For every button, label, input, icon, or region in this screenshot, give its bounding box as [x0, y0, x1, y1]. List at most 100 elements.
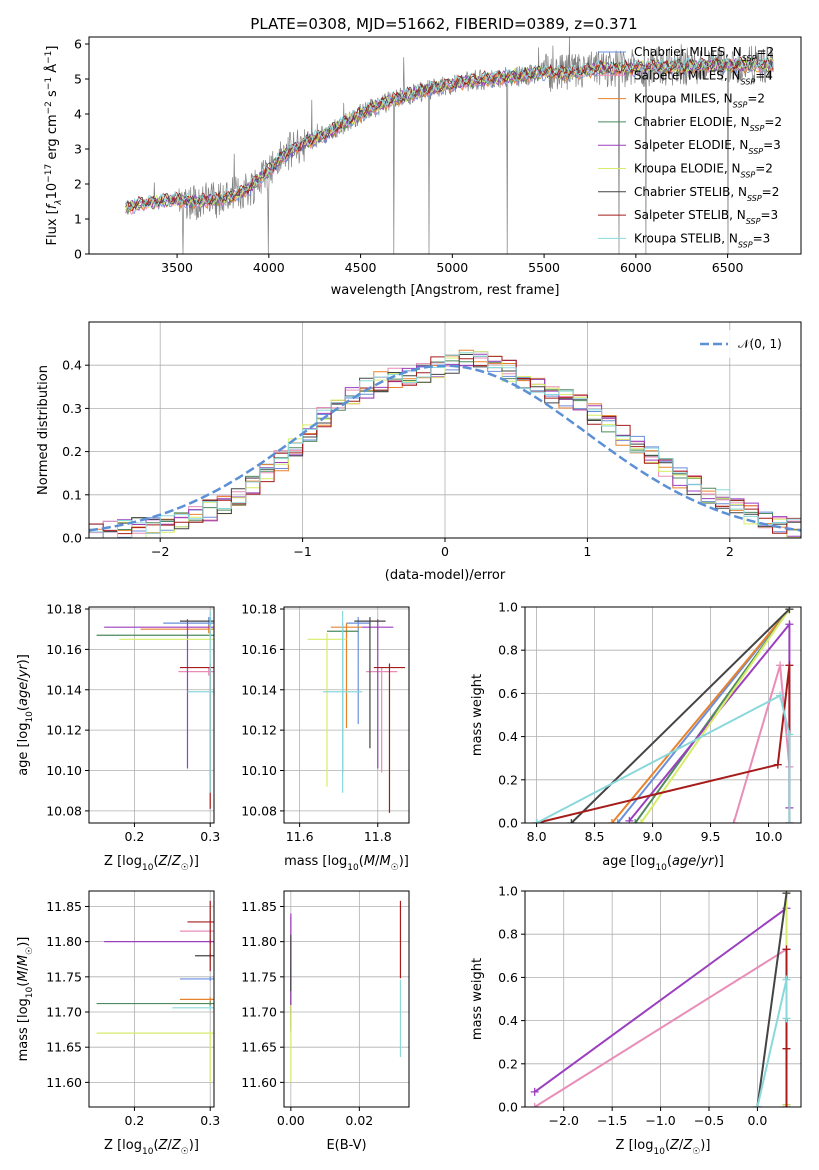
y-tick-label: 11.80: [46, 934, 82, 949]
axes-frame: [283, 606, 410, 824]
x-tick-label: −1: [293, 544, 311, 559]
legend-label: 𝒩(0, 1): [738, 337, 782, 351]
mass-weight-vs-age-panel: 8.0 8.5 9.0 9.5 10.0 0.0 0.2 0.4 0.6 0.8 1.0 mass w…: [470, 600, 802, 873]
x-tick-label: 9.0: [643, 829, 663, 844]
weight-line: [611, 608, 791, 823]
y-tick-label: 11.80: [241, 934, 277, 949]
weight-line: [534, 948, 788, 1107]
x-tick-label: 11.6: [286, 829, 314, 844]
weight-line: [756, 893, 788, 1107]
y-tick-label: 0.2: [62, 444, 82, 459]
data-point-salpeter-elodie: [362, 619, 394, 769]
legend-label: Chabrier MILES, NSSP=2: [634, 45, 774, 63]
y-tick-label: 10.12: [46, 723, 82, 738]
y-tick-label: 1: [74, 212, 82, 227]
data-point-kroupa-stelib: [187, 611, 214, 793]
axes-frame: [88, 321, 802, 539]
weight-series-chabrier-miles: [613, 607, 794, 823]
weight-marker: [776, 691, 785, 700]
x-tick-label: 5000: [436, 260, 468, 275]
y-tick-label: 10.10: [46, 763, 82, 778]
legend-label: Kroupa ELODIE, NSSP=2: [634, 162, 773, 180]
weight-marker: [782, 891, 791, 898]
x-tick-label: −0.5: [694, 1113, 724, 1128]
y-axis-label: Normed distribution: [36, 365, 51, 495]
y-axis-label: mass [log10(M/M☉)]: [16, 937, 35, 1062]
data-point-chabrier-elodie: [96, 1001, 214, 1006]
legend-label: Kroupa STELIB, NSSP=3: [634, 231, 770, 249]
weight-marker: [785, 661, 794, 670]
weight-marker: [530, 1087, 539, 1096]
y-tick-label: 11.60: [46, 1075, 82, 1090]
y-tick-label: 0.6: [498, 686, 518, 701]
data-point-kroupa-stelib: [172, 1005, 214, 1010]
axes-frame: [524, 606, 802, 824]
figure-title: PLATE=0308, MJD=51662, FIBERID=0389, z=0…: [250, 15, 637, 33]
y-axis-label: mass weight: [470, 958, 485, 1040]
weight-marker: [785, 730, 794, 739]
weight-marker: [530, 1103, 539, 1107]
x-tick-label: 8.0: [527, 829, 547, 844]
x-tick-label: 10.0: [755, 829, 783, 844]
weight-line: [570, 608, 791, 823]
y-tick-label: 11.85: [46, 899, 82, 914]
model-spectrum-kroupa-stelib: [125, 55, 774, 211]
mass-vs-extinction-panel: 0.00 0.02 11.60 11.65 11.70 11.75 11.80 11.85 E(…: [241, 890, 410, 1153]
data-point-chabrier-miles: [179, 976, 214, 982]
weight-line: [640, 608, 791, 823]
y-tick-label: 3: [74, 142, 82, 157]
y-tick-label: 0.0: [62, 531, 82, 546]
y-tick-label: 0.0: [498, 816, 518, 831]
weight-marker: [776, 661, 785, 670]
x-tick-label: 0.00: [277, 1113, 305, 1128]
x-tick-label: 6500: [712, 260, 744, 275]
axes-frame: [88, 890, 215, 1108]
data-point-kroupa-elodie: [96, 1031, 214, 1083]
x-tick-label: 3500: [161, 260, 193, 275]
histogram-kroupa-stelib: [89, 352, 801, 538]
x-axis-label: wavelength [Angstrom, rest frame]: [331, 283, 560, 298]
y-tick-label: 11.70: [46, 1005, 82, 1020]
x-tick-label: 8.5: [585, 829, 605, 844]
data-point-salpeter-stelib: [373, 663, 406, 813]
x-tick-label: −2: [151, 544, 169, 559]
weight-marker: [636, 819, 645, 823]
y-tick-label: 11.75: [46, 969, 82, 984]
y-tick-label: 2: [74, 177, 82, 192]
x-tick-label: −1.0: [645, 1113, 675, 1128]
data-point-chabrier-miles: [346, 617, 370, 725]
x-tick-label: 0: [441, 544, 449, 559]
weight-marker: [613, 819, 622, 823]
data-point-chabrier-stelib: [354, 617, 386, 749]
y-tick-label: 11.60: [241, 1075, 277, 1090]
data-point-salpeter-elodie: [104, 619, 214, 769]
x-tick-label: 6000: [620, 260, 652, 275]
x-tick-label: 0.2: [125, 829, 145, 844]
x-axis-label: (data-model)/error: [385, 568, 506, 583]
x-tick-label: 9.5: [701, 829, 721, 844]
y-tick-label: 0.4: [498, 1013, 518, 1028]
y-tick-label: 0.4: [62, 358, 82, 373]
x-axis-label: mass [log10(M/M☉)]: [284, 854, 409, 873]
weight-series-salpeter-stelib: [782, 945, 791, 1107]
y-axis-label: mass weight: [470, 674, 485, 756]
y-tick-label: 10.08: [241, 803, 277, 818]
age-vs-metallicity-panel: 0.2 0.3 10.08 10.10 10.12 10.14 10.16 10.18 Z [l…: [16, 602, 220, 873]
data-point-kroupa-miles: [330, 623, 363, 729]
y-tick-label: 11.70: [241, 1005, 277, 1020]
data-point-salpeter-miles: [366, 667, 398, 773]
y-tick-label: 0.6: [498, 970, 518, 985]
y-tick-label: 11.75: [241, 969, 277, 984]
weight-series-kroupa-stelib: [753, 975, 791, 1107]
y-tick-label: 0.3: [62, 401, 82, 416]
spectrum-panel: 3500 4000 4500 5000 5500 6000 6500 0 1 2 3 4 5 6 Chabr…: [44, 36, 802, 298]
y-tick-label: 0.4: [498, 729, 518, 744]
x-tick-label: 0.2: [125, 1113, 145, 1128]
y-tick-label: 0.0: [498, 1100, 518, 1115]
x-tick-label: 0.3: [200, 829, 220, 844]
x-axis-label: Z [log10(Z/Z☉)]: [104, 854, 199, 873]
weight-series-chabrier-stelib: [567, 607, 794, 823]
y-axis-label: Flux [fλ10−17 erg cm−2 s−1 Å−1]: [44, 46, 64, 246]
axes-frame: [524, 890, 802, 1108]
legend-label: Salpeter MILES, NSSP=4: [634, 68, 773, 86]
